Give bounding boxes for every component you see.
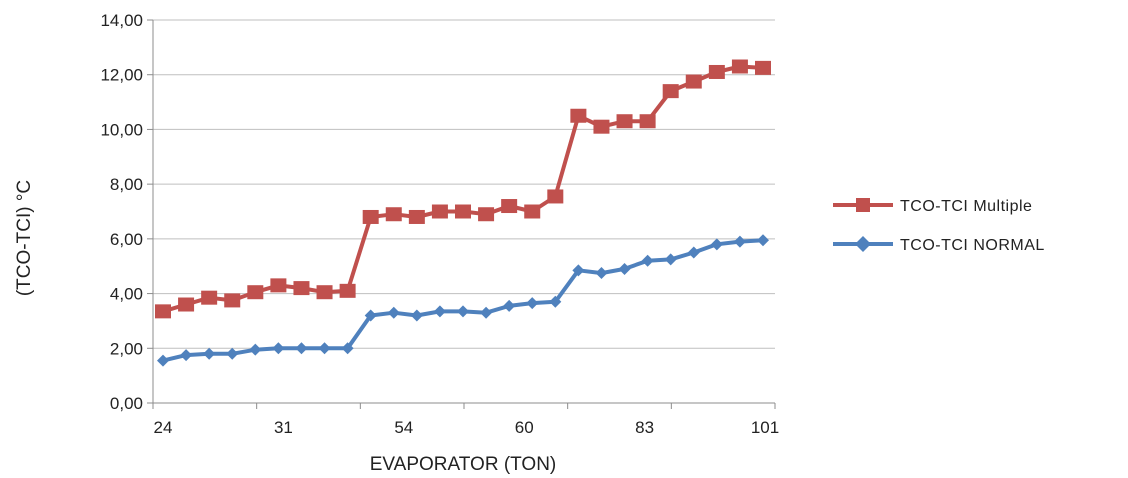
data-point bbox=[295, 342, 308, 355]
x-tick-label: 101 bbox=[751, 418, 779, 437]
data-point bbox=[362, 209, 379, 224]
data-point bbox=[272, 342, 285, 355]
data-point bbox=[293, 281, 310, 296]
data-point bbox=[593, 119, 610, 134]
x-tick-label: 31 bbox=[274, 418, 293, 437]
data-point bbox=[318, 342, 331, 355]
data-point bbox=[755, 60, 771, 75]
data-point bbox=[247, 285, 264, 300]
series-normal bbox=[157, 234, 769, 367]
y-tick-labels: 0,00 2,00 4,00 6,00 8,00 10,00 12,00 14,00 bbox=[100, 11, 143, 413]
data-point bbox=[155, 304, 171, 319]
data-point bbox=[710, 238, 723, 251]
data-point bbox=[664, 253, 677, 266]
y-tick-label: 0,00 bbox=[110, 394, 143, 413]
data-point bbox=[662, 84, 679, 99]
data-point bbox=[385, 207, 402, 222]
data-point bbox=[410, 309, 423, 322]
data-point bbox=[431, 204, 448, 219]
data-point bbox=[618, 262, 631, 275]
data-point bbox=[408, 209, 425, 224]
y-tick-label: 6,00 bbox=[110, 230, 143, 249]
data-point bbox=[455, 204, 471, 219]
data-point bbox=[733, 235, 746, 248]
data-point bbox=[364, 309, 377, 322]
series-layer bbox=[155, 59, 771, 367]
series-multiple bbox=[155, 59, 771, 319]
data-point bbox=[526, 297, 539, 310]
data-point bbox=[478, 207, 495, 222]
legend-marker-normal bbox=[855, 236, 871, 252]
x-tick-label: 24 bbox=[154, 418, 173, 437]
data-point bbox=[503, 299, 516, 312]
data-point bbox=[341, 342, 354, 355]
data-point bbox=[639, 114, 656, 129]
y-tick-label: 12,00 bbox=[100, 66, 143, 85]
y-tick-label: 10,00 bbox=[100, 120, 143, 139]
data-point bbox=[226, 347, 239, 360]
data-point bbox=[157, 354, 169, 367]
x-tick-label: 54 bbox=[394, 418, 413, 437]
data-point bbox=[708, 64, 725, 79]
legend-marker-multiple bbox=[856, 198, 870, 212]
data-point bbox=[572, 264, 585, 277]
axes bbox=[152, 20, 776, 409]
x-tick-labels: 24 31 54 60 83 101 bbox=[154, 418, 780, 437]
legend-item-multiple: TCO-TCI Multiple bbox=[833, 198, 1032, 215]
data-point bbox=[731, 59, 748, 74]
data-point bbox=[180, 349, 193, 362]
data-point bbox=[433, 305, 446, 318]
data-point bbox=[549, 295, 562, 308]
data-point bbox=[457, 305, 469, 318]
data-point bbox=[687, 246, 700, 259]
data-point bbox=[224, 293, 241, 308]
data-point bbox=[570, 108, 587, 123]
data-point bbox=[501, 199, 518, 214]
data-point bbox=[524, 204, 541, 219]
data-point bbox=[616, 114, 633, 129]
data-point bbox=[270, 278, 287, 293]
y-tick-label: 2,00 bbox=[110, 339, 143, 358]
data-point bbox=[387, 306, 400, 319]
data-point bbox=[685, 74, 702, 89]
y-axis-title: (TCO-TCI) °C bbox=[14, 180, 35, 296]
data-point bbox=[201, 290, 218, 305]
legend-label-multiple: TCO-TCI Multiple bbox=[900, 198, 1032, 215]
data-point bbox=[178, 297, 195, 312]
data-point bbox=[316, 285, 333, 300]
legend: TCO-TCI Multiple TCO-TCI NORMAL bbox=[833, 198, 1045, 254]
legend-label-normal: TCO-TCI NORMAL bbox=[900, 237, 1045, 254]
x-axis-title: EVAPORATOR (TON) bbox=[370, 454, 557, 475]
data-point bbox=[480, 306, 493, 319]
data-point bbox=[595, 267, 608, 280]
legend-item-normal: TCO-TCI NORMAL bbox=[833, 236, 1045, 254]
y-tick-label: 4,00 bbox=[110, 285, 143, 304]
data-point bbox=[757, 234, 769, 247]
series-line bbox=[162, 64, 764, 314]
data-point bbox=[339, 283, 356, 298]
x-tick-label: 83 bbox=[635, 418, 654, 437]
data-point bbox=[249, 343, 262, 356]
data-point bbox=[203, 347, 216, 360]
data-point bbox=[547, 189, 564, 204]
y-tick-label: 8,00 bbox=[110, 175, 143, 194]
y-tick-label: 14,00 bbox=[100, 11, 143, 30]
data-point bbox=[641, 254, 654, 267]
x-tick-label: 60 bbox=[515, 418, 534, 437]
